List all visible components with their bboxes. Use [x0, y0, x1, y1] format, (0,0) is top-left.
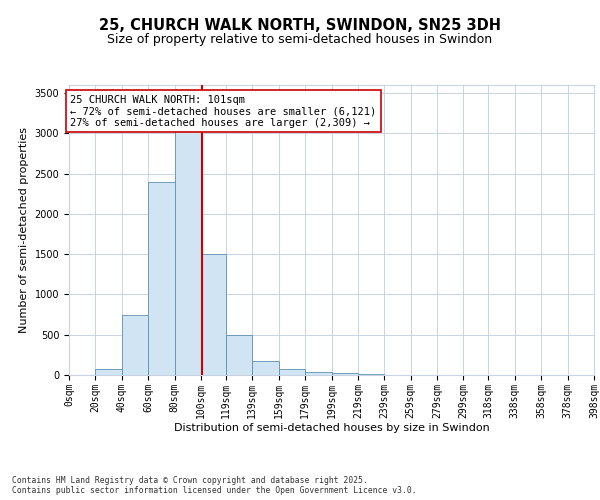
Bar [358, 374, 384, 375]
Text: Size of property relative to semi-detached houses in Swindon: Size of property relative to semi-detach… [107, 32, 493, 46]
Bar [331, 374, 358, 375]
Bar [175, 113, 201, 375]
Bar [148, 182, 175, 375]
Bar [279, 368, 305, 375]
Text: Contains HM Land Registry data © Crown copyright and database right 2025.
Contai: Contains HM Land Registry data © Crown c… [12, 476, 416, 495]
Bar [305, 372, 331, 375]
X-axis label: Distribution of semi-detached houses by size in Swindon: Distribution of semi-detached houses by … [173, 424, 490, 434]
Bar [95, 368, 122, 375]
Bar [253, 361, 279, 375]
Y-axis label: Number of semi-detached properties: Number of semi-detached properties [19, 127, 29, 333]
Bar [226, 334, 253, 375]
Text: 25, CHURCH WALK NORTH, SWINDON, SN25 3DH: 25, CHURCH WALK NORTH, SWINDON, SN25 3DH [99, 18, 501, 32]
Text: 25 CHURCH WALK NORTH: 101sqm
← 72% of semi-detached houses are smaller (6,121)
2: 25 CHURCH WALK NORTH: 101sqm ← 72% of se… [70, 94, 377, 128]
Bar [201, 254, 226, 375]
Bar [122, 314, 148, 375]
